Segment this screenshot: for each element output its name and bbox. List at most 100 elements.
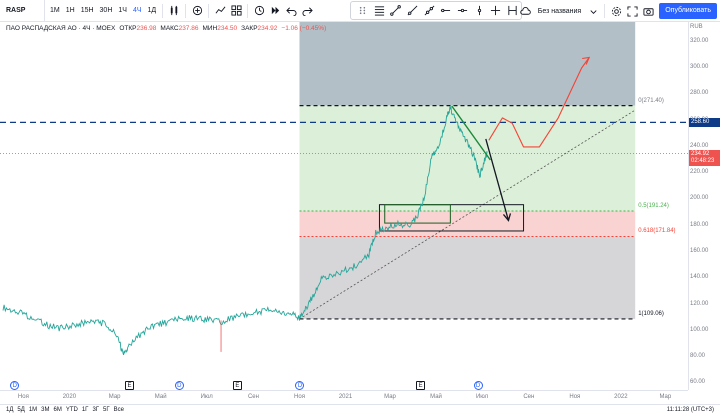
down-arrow-line (485, 138, 510, 221)
divider (185, 3, 187, 18)
crosshair-icon[interactable] (488, 2, 505, 19)
range-button-2[interactable]: 1М (28, 407, 38, 413)
time-tick-6: Ноя (294, 394, 305, 400)
divider (604, 4, 606, 18)
alert-icon[interactable] (251, 2, 267, 20)
earnings-marker-3[interactable]: E (232, 381, 242, 390)
dividend-marker-6[interactable]: D (473, 381, 483, 390)
timeframe-5[interactable]: 4Ч (132, 6, 142, 14)
price-chart[interactable] (0, 22, 688, 390)
chart-legend: ПАО РАСПАДСКАЯ АО · 4Ч · MOEX ОТКР 236.98… (6, 25, 326, 32)
redo-icon[interactable] (299, 2, 315, 20)
fullscreen-icon[interactable] (624, 2, 640, 20)
extended-line-icon[interactable] (421, 2, 438, 19)
range-button-9[interactable]: Все (113, 407, 124, 413)
timeframe-0[interactable]: 1М (50, 6, 60, 14)
publish-button[interactable]: Опубликовать (659, 3, 717, 19)
time-tick-4: Июл (200, 394, 213, 400)
time-tick-7: 2021 (338, 394, 353, 400)
legend-low-label: МИН (202, 25, 218, 32)
time-tick-13: 2022 (614, 394, 628, 400)
fib-zone-0-05 (299, 105, 636, 211)
horizontal-line-icon[interactable] (454, 2, 471, 19)
fib-level-0618-label: 0.618(171.84) (638, 228, 676, 235)
toolbar-right: Без названия Опубликовать (518, 0, 720, 22)
chevron-down-icon[interactable] (585, 2, 601, 20)
replay-icon[interactable] (267, 2, 283, 20)
time-tick-12: Ноя (569, 394, 581, 400)
price-tick-13: 60.00 (690, 379, 706, 386)
bar-type-icon[interactable] (166, 2, 182, 20)
price-tick-8: 160.00 (690, 248, 709, 254)
timeframe-4[interactable]: 1Ч (118, 6, 127, 14)
legend-close: 234.92 (257, 25, 278, 32)
add-compare-icon[interactable] (189, 2, 205, 20)
range-button-7[interactable]: 3Г (92, 407, 100, 413)
indicators-icon[interactable] (212, 2, 228, 20)
trendline-icon[interactable] (387, 2, 404, 19)
time-tick-8: Мар (384, 394, 396, 400)
drawing-toolbar (350, 1, 522, 20)
horizontal-ray-icon[interactable] (438, 2, 455, 19)
range-button-6[interactable]: 1Г (81, 407, 89, 413)
bottom-toolbar: 1Д 5Д 1М 3М 6М YTD 1Г 3Г 5Г Все 11:11:28 (UTC+3) (0, 404, 720, 415)
vertical-line-icon[interactable] (471, 2, 488, 19)
templates-icon[interactable] (228, 2, 244, 20)
range-button-1[interactable]: 5Д (17, 407, 25, 413)
range-button-0[interactable]: 1Д (6, 407, 14, 413)
fib-zone-0618-1 (299, 236, 636, 319)
resistance-trendline (451, 105, 491, 161)
rectangle-0 (378, 204, 525, 232)
price-tick-1: 300.00 (690, 64, 709, 70)
last-price-tag: 234.92 02:48:23 (689, 149, 720, 166)
time-tick-9: Май (430, 394, 442, 400)
clock: 11:11:28 (UTC+3) (666, 407, 714, 413)
fib-zone-05-0618 (299, 210, 636, 237)
down-arrow-head (502, 213, 512, 222)
date-range-icon[interactable] (504, 2, 521, 19)
legend-high-label: МАКС (160, 25, 179, 32)
range-button-5[interactable]: YTD (65, 407, 78, 413)
range-button-4[interactable]: 6М (53, 407, 62, 413)
fib-level-1-label: 1(109.06) (638, 310, 664, 317)
consolidation-box (384, 204, 451, 224)
legend-change: −1.06 (−0.45%) (281, 25, 327, 32)
range-button-8[interactable]: 5Г (103, 407, 110, 413)
range-button-3[interactable]: 3М (41, 407, 50, 413)
range-buttons: 1Д 5Д 1М 3М 6М YTD 1Г 3Г 5Г Все (6, 407, 124, 413)
bar-countdown: 02:48:23 (691, 157, 715, 164)
legend-open-label: ОТКР (119, 25, 137, 32)
fib-list-icon[interactable] (371, 2, 388, 19)
time-tick-10: Июл (475, 394, 489, 400)
price-tick-0: 320.00 (690, 37, 709, 44)
layout-name[interactable]: Без названия (537, 7, 582, 15)
undo-icon[interactable] (283, 2, 299, 20)
symbol-search[interactable]: RASP (0, 0, 45, 22)
divider (162, 3, 164, 18)
ray-icon[interactable] (404, 2, 421, 19)
dividend-marker-4[interactable]: D (295, 381, 305, 390)
time-tick-1: 2020 (62, 394, 77, 400)
timeframe-group: 1М 1Н 15Н 30Н 1Ч 4Ч 1Д (45, 0, 159, 22)
timeframe-1[interactable]: 1Н (65, 6, 75, 14)
legend-open: 236.98 (136, 25, 157, 32)
time-tick-5: Сен (247, 394, 259, 400)
timeframe-3[interactable]: 30Н (99, 6, 113, 14)
gear-icon[interactable] (608, 2, 624, 20)
time-tick-0: Ноя (17, 394, 29, 400)
earnings-marker-5[interactable]: E (416, 381, 426, 390)
drag-handle-icon[interactable] (354, 2, 371, 19)
timeframe-6[interactable]: 1Д (147, 6, 157, 14)
time-scale[interactable] (0, 390, 688, 404)
price-tick-11: 100.00 (690, 326, 709, 333)
cloud-icon[interactable] (518, 2, 534, 20)
price-scale[interactable] (688, 22, 720, 390)
legend-high: 237.86 (178, 25, 199, 32)
earnings-marker-1[interactable]: E (125, 381, 134, 390)
dividend-marker-2[interactable]: D (174, 381, 184, 390)
divider (247, 3, 249, 18)
trendline (299, 109, 636, 320)
timeframe-2[interactable]: 15Н (80, 6, 94, 14)
camera-icon[interactable] (640, 2, 656, 20)
dividend-marker-0[interactable]: D (10, 381, 20, 390)
